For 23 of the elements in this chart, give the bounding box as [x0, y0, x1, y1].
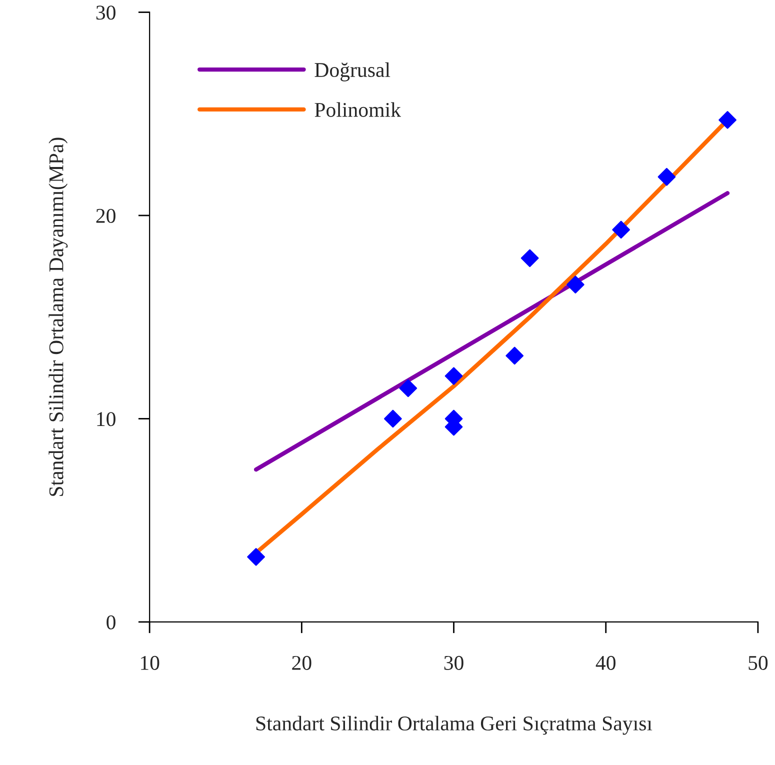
y-tick-label: 30 [96, 6, 116, 20]
x-tick-label: 20 [292, 656, 312, 670]
x-tick-label: 50 [748, 656, 768, 670]
x-axis-title: Standart Silindir Ortalama Geri Sıçratma Sayısı [256, 716, 652, 735]
x-tick-label: 10 [140, 656, 160, 670]
point [612, 220, 630, 239]
point [658, 168, 676, 186]
point [520, 249, 539, 268]
y-axis-title: Standart Silindir Ortalama Dayanımı(MPa) [48, 138, 68, 496]
y-tick-label: 20 [96, 208, 116, 223]
point [718, 111, 736, 129]
point [247, 548, 265, 566]
point [506, 346, 524, 365]
point [566, 276, 584, 294]
point [444, 367, 463, 385]
y-tick-label: 0 [106, 615, 116, 630]
y-tick-label: 10 [97, 412, 116, 426]
legend-label: Polinomik [314, 102, 401, 117]
x-tick-label: 30 [444, 656, 464, 670]
point [399, 379, 418, 398]
x-tick-label: 40 [596, 656, 616, 670]
point [384, 410, 402, 428]
legend-label: Doğrusal [314, 62, 390, 82]
